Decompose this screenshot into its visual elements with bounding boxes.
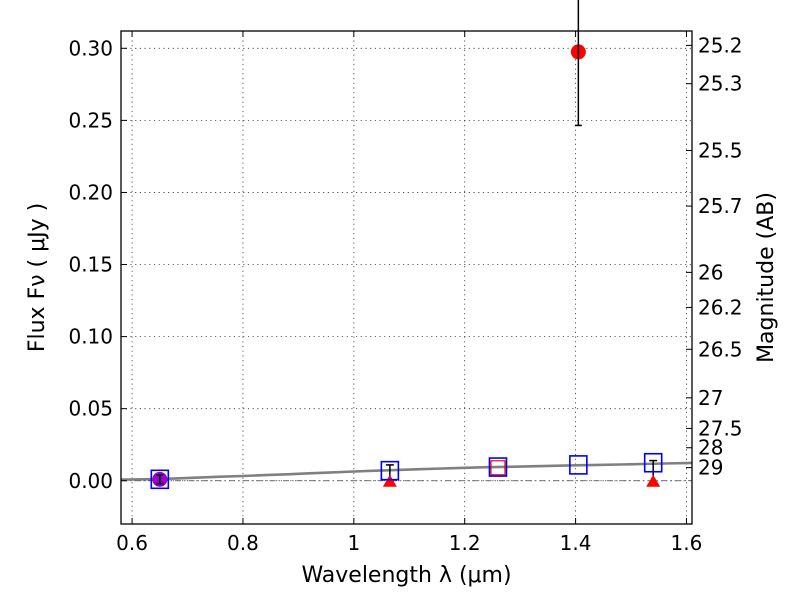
y2-tick-label: 25.2 bbox=[698, 33, 743, 57]
y2-tick-label: 27.5 bbox=[698, 416, 743, 440]
y2-tick-label: 26 bbox=[698, 260, 723, 284]
x-tick-label: 1.6 bbox=[671, 531, 703, 555]
model-point bbox=[569, 455, 588, 475]
axes: 0.6 0.8 1 1.2 1.4 1.6 0.00 0.05 0.10 0.15 0.20 0.25… bbox=[68, 31, 743, 555]
model-point bbox=[380, 460, 400, 481]
grid bbox=[121, 31, 692, 524]
right-axis-title: Magnitude (AB) bbox=[754, 192, 779, 363]
y2-tick-label: 25.5 bbox=[698, 139, 743, 163]
plot-data bbox=[120, 0, 693, 490]
plot-frame bbox=[120, 30, 693, 525]
y-tick-label: 0.05 bbox=[68, 397, 113, 421]
y-tick-label: 0.25 bbox=[68, 108, 113, 132]
y2-tick-label: 26.5 bbox=[698, 337, 743, 361]
y-tick-label: 0.00 bbox=[68, 469, 113, 493]
x-tick-label: 0.8 bbox=[227, 531, 259, 555]
x-tick-label: 1.4 bbox=[560, 531, 592, 555]
y2-tick-label: 27 bbox=[698, 386, 723, 410]
model-point bbox=[643, 452, 663, 473]
y-tick-label: 0.30 bbox=[68, 36, 113, 60]
upper-limit-marker bbox=[382, 474, 397, 487]
x-tick-label: 1.2 bbox=[449, 531, 481, 555]
model-point bbox=[488, 457, 508, 477]
y-tick-label: 0.10 bbox=[68, 325, 113, 349]
x-tick-label: 0.6 bbox=[116, 531, 148, 555]
y2-tick-label: 26.2 bbox=[698, 295, 743, 319]
model-point bbox=[150, 469, 170, 490]
x-tick-label: 1 bbox=[347, 531, 360, 555]
excluded-point bbox=[490, 460, 506, 476]
y-tick-label: 0.20 bbox=[68, 180, 113, 204]
x-axis-title: Wavelength λ (μm) bbox=[301, 563, 511, 588]
y2-tick-label: 29 bbox=[698, 456, 723, 480]
y-axis-title: Flux Fν ( μJy ) bbox=[25, 203, 50, 352]
y2-tick-label: 25.7 bbox=[698, 194, 743, 218]
upper-limit-marker bbox=[646, 474, 661, 487]
y-tick-label: 0.15 bbox=[68, 253, 113, 277]
y2-tick-label: 28 bbox=[698, 436, 723, 460]
y2-tick-label: 25.3 bbox=[698, 72, 743, 96]
